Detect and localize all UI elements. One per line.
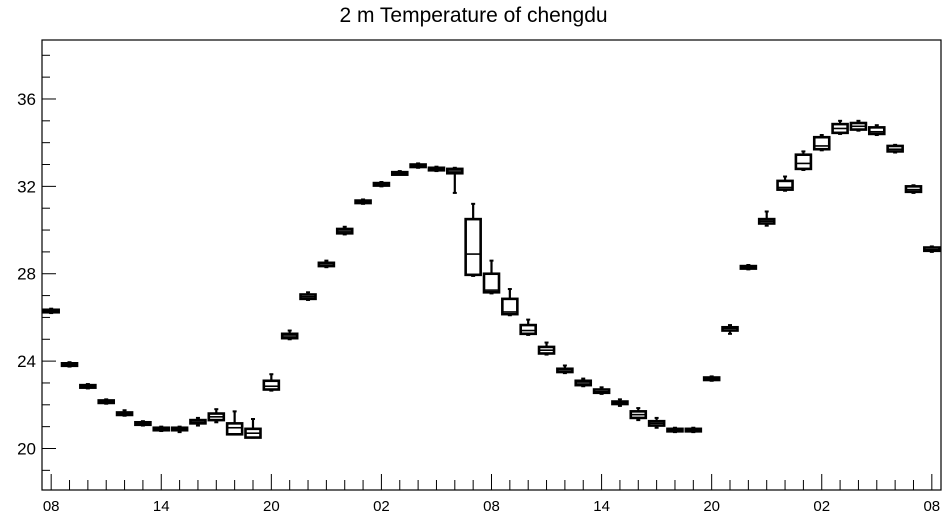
y-tick-label: 36 (17, 90, 36, 109)
box-plot-item (794, 150, 813, 171)
box-plot-item (812, 134, 831, 152)
box-plot-item (152, 425, 171, 433)
box-plot-item (739, 264, 758, 271)
box-plot-item (611, 398, 629, 407)
box-body (776, 179, 794, 191)
box-plot-item (574, 377, 593, 388)
y-tick-label: 32 (17, 177, 36, 196)
box-plot-item (556, 364, 574, 375)
box-plot-item (904, 184, 923, 194)
box-plot-item (684, 426, 703, 434)
box-plot-item (335, 225, 354, 236)
box-body (225, 422, 244, 436)
box-plot-item (97, 398, 116, 405)
box-body (482, 272, 501, 294)
box-plot-item (923, 245, 941, 253)
box-plot-item (629, 407, 648, 422)
box-plot-item (702, 375, 721, 382)
box-plot-item (372, 180, 391, 188)
box-body (794, 153, 813, 171)
box-plot-item (244, 418, 262, 439)
box-plot-item (757, 210, 776, 227)
box-plot-item (390, 170, 409, 176)
box-plot-item (134, 420, 152, 427)
box-plot-item (79, 383, 97, 390)
y-minor-ticks (42, 54, 56, 471)
box-plot-item (886, 143, 904, 154)
chart-title: 2 m Temperature of chengdu (339, 4, 608, 27)
x-tick-label: 08 (43, 498, 60, 515)
box-body (464, 217, 482, 277)
box-body (501, 297, 519, 316)
y-tick-label: 20 (17, 439, 36, 458)
box-plot-item (721, 324, 739, 335)
x-tick-label: 20 (263, 498, 280, 515)
box-plot-item (464, 202, 482, 277)
box-plot-item (519, 318, 537, 336)
box-plot-item (60, 361, 79, 368)
x-tick-label: 02 (813, 498, 830, 515)
box-plot-item (42, 307, 60, 315)
box-plot-item (189, 416, 207, 427)
box-plot-item (647, 416, 666, 429)
box-plot-item (446, 166, 464, 194)
box-body (812, 135, 831, 151)
x-tick-label: 08 (923, 498, 940, 515)
box-plot-item (482, 259, 501, 295)
y-tick-label: 28 (17, 265, 36, 284)
box-plot-item (501, 288, 519, 317)
box-plot-item (776, 175, 794, 192)
box-series (42, 119, 941, 439)
box-plot-item (207, 408, 226, 424)
box-plot-item (537, 341, 556, 356)
x-tick-label: 14 (593, 498, 610, 515)
x-tick-label: 20 (703, 498, 720, 515)
box-plot-item (262, 373, 281, 392)
x-tick-label: 08 (483, 498, 500, 515)
box-plot-item (354, 198, 372, 205)
box-plot-item (427, 165, 446, 173)
box-plot-item (592, 386, 611, 395)
box-body (867, 126, 886, 136)
box-body (519, 323, 537, 336)
box-plot-item (280, 329, 299, 341)
x-tick-label: 14 (153, 498, 170, 515)
box-plot-item (867, 124, 886, 137)
x-tick-label: 02 (373, 498, 390, 515)
box-plot-item (849, 119, 868, 132)
box-plot-item (409, 162, 427, 169)
box-plot-item (666, 426, 684, 434)
box-plot-item (170, 425, 189, 434)
box-plot-item (317, 259, 336, 269)
y-tick-label: 24 (17, 352, 36, 371)
box-body (262, 379, 281, 391)
box-plot-item (831, 119, 849, 135)
x-ticks (50, 474, 933, 490)
box-plot-item (225, 410, 244, 436)
box-plot-item (115, 409, 134, 417)
box-plot-item (299, 291, 317, 301)
